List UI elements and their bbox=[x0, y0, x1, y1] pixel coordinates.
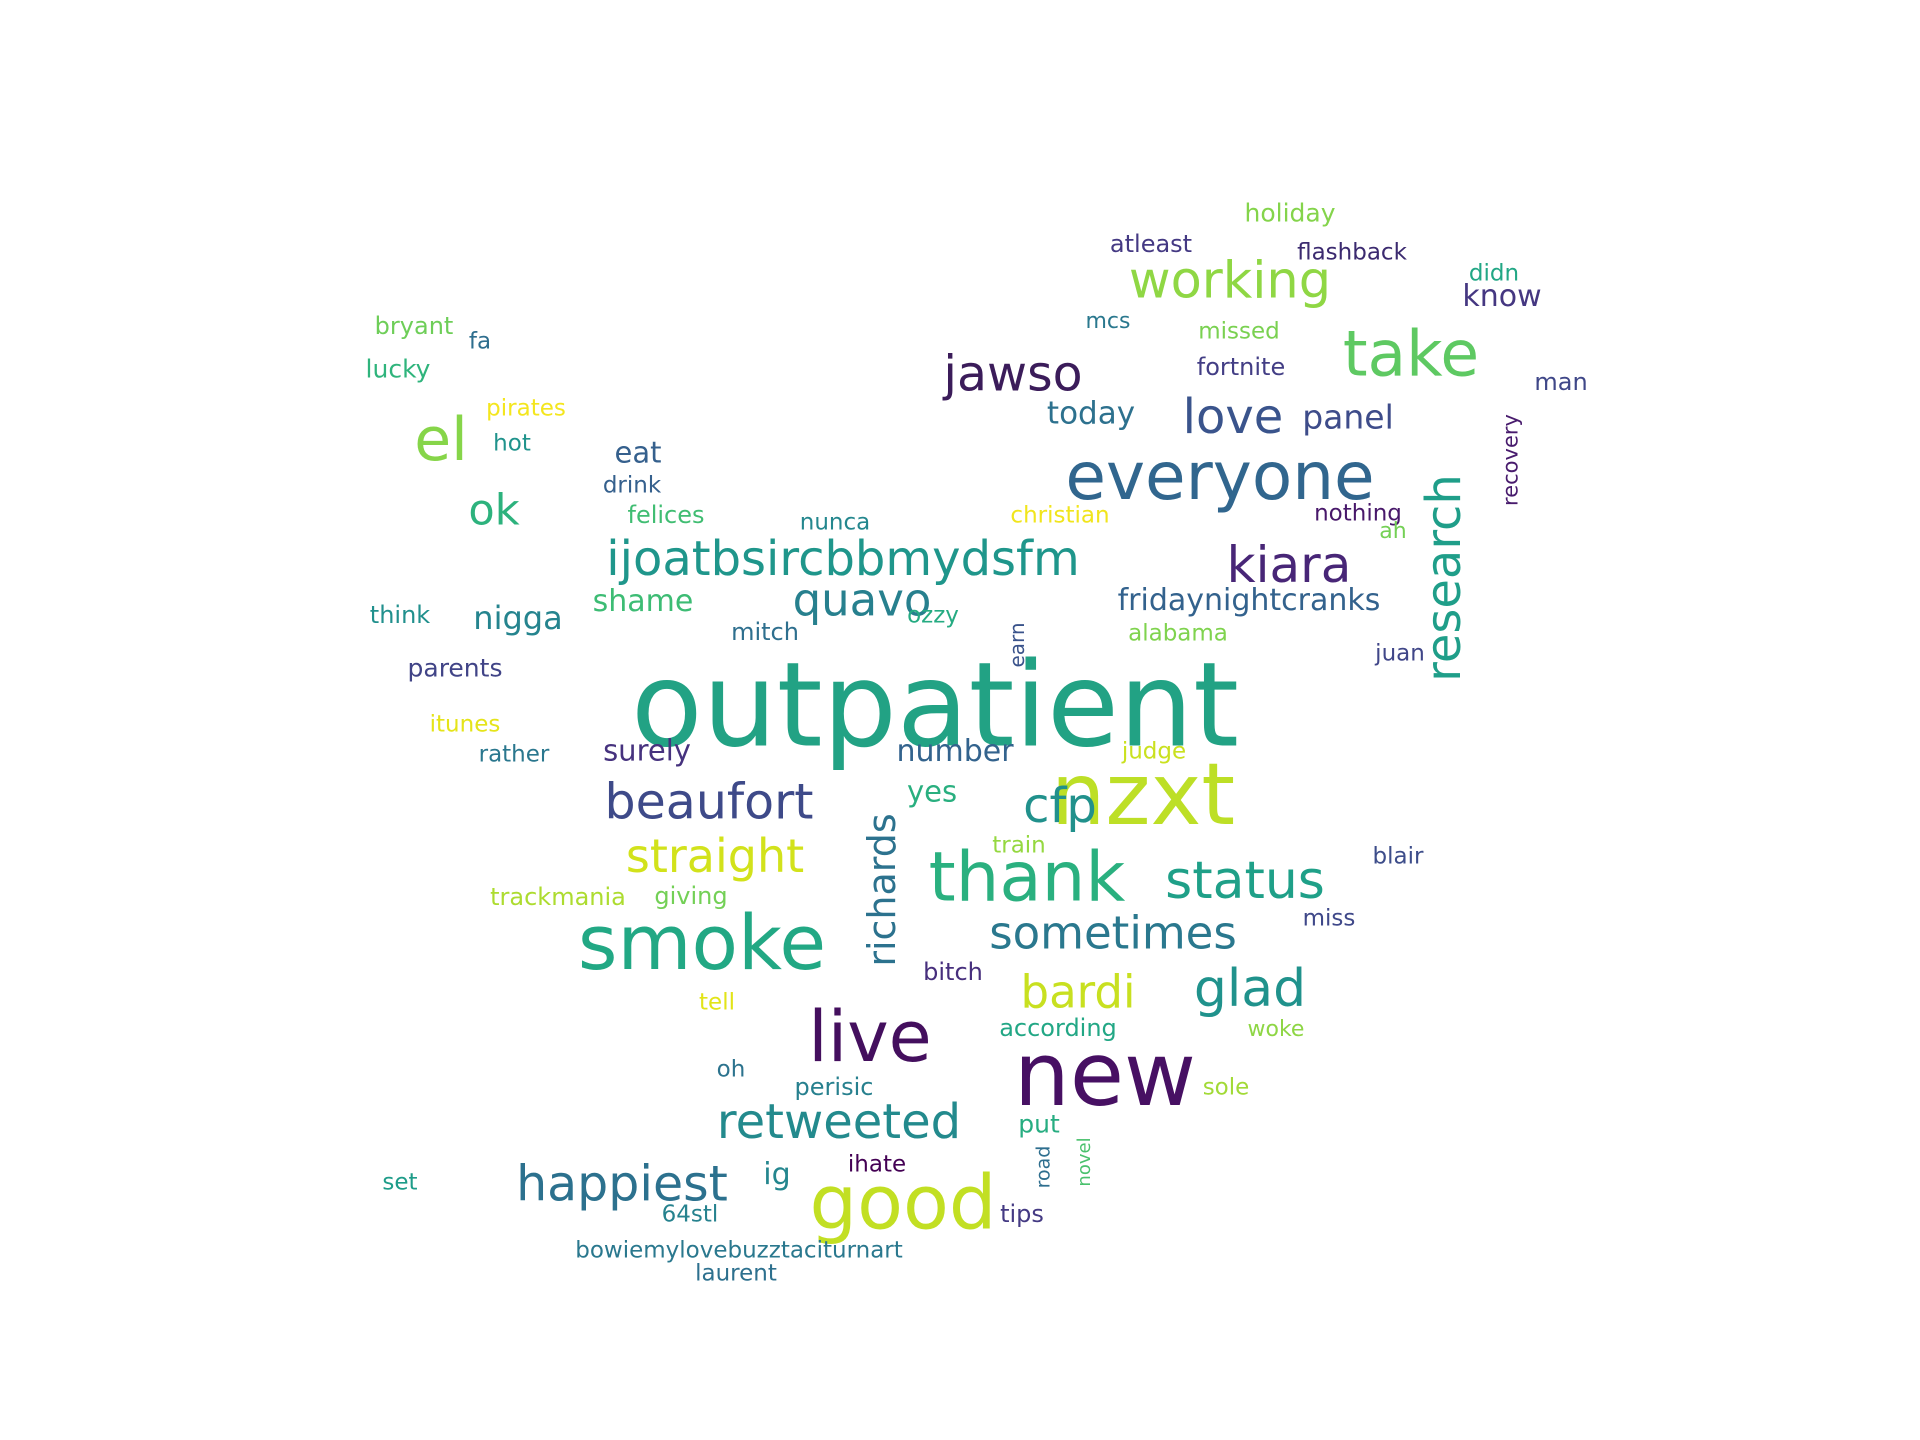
word: retweeted bbox=[716, 1094, 962, 1150]
word: today bbox=[1046, 395, 1136, 432]
word: atleast bbox=[1109, 230, 1193, 258]
word: laurent bbox=[695, 1260, 777, 1287]
word: lucky bbox=[365, 354, 431, 384]
word: sometimes bbox=[989, 906, 1237, 960]
word: judge bbox=[1121, 738, 1187, 765]
word: research bbox=[1416, 474, 1472, 682]
word: kiara bbox=[1226, 536, 1352, 594]
word: love bbox=[1182, 389, 1284, 445]
word: live bbox=[808, 996, 932, 1078]
word: bitch bbox=[923, 958, 983, 986]
word: blair bbox=[1372, 843, 1424, 870]
word: eat bbox=[614, 435, 662, 470]
word: nothing bbox=[1314, 500, 1402, 527]
word: ok bbox=[468, 485, 520, 536]
word: smoke bbox=[577, 898, 827, 987]
word: fa bbox=[468, 328, 492, 355]
word: richards bbox=[860, 813, 904, 967]
word: rather bbox=[478, 741, 550, 768]
word: mcs bbox=[1085, 309, 1131, 334]
word: giving bbox=[654, 882, 728, 910]
word: ihate bbox=[847, 1151, 907, 1178]
word: outpatient bbox=[631, 636, 1239, 774]
word: tell bbox=[699, 989, 735, 1016]
word: tips bbox=[1000, 1200, 1044, 1228]
word: set bbox=[382, 1169, 418, 1196]
word: number bbox=[896, 734, 1014, 769]
word: fortnite bbox=[1196, 353, 1286, 381]
word: christian bbox=[1010, 502, 1110, 529]
word: take bbox=[1342, 317, 1480, 391]
word: working bbox=[1128, 251, 1332, 311]
word: road bbox=[1032, 1145, 1055, 1189]
word: woke bbox=[1247, 1017, 1305, 1042]
word: holiday bbox=[1244, 198, 1336, 228]
word: everyone bbox=[1065, 438, 1375, 515]
word: put bbox=[1018, 1109, 1060, 1139]
word: parents bbox=[407, 653, 503, 683]
word: ijoatbsircbbmydsfm bbox=[606, 531, 1080, 587]
word: glad bbox=[1193, 959, 1307, 1019]
word: miss bbox=[1302, 905, 1356, 932]
word: bowiemylovebuzztaciturnart bbox=[575, 1237, 903, 1264]
word: oh bbox=[716, 1056, 746, 1083]
word: know bbox=[1462, 279, 1542, 314]
word: happiest bbox=[516, 1155, 728, 1213]
word: shame bbox=[592, 584, 694, 619]
word: perisic bbox=[794, 1073, 874, 1101]
word: ig bbox=[763, 1157, 791, 1192]
word: nzxt bbox=[1050, 745, 1236, 845]
word: yes bbox=[906, 774, 958, 809]
word: juan bbox=[1375, 640, 1425, 667]
word: nigga bbox=[473, 599, 563, 637]
word: missed bbox=[1198, 318, 1280, 345]
word: thank bbox=[928, 837, 1126, 918]
word: flashback bbox=[1297, 239, 1407, 266]
word: trackmania bbox=[490, 883, 626, 911]
word: ah bbox=[1379, 519, 1407, 544]
word: new bbox=[1014, 1023, 1196, 1126]
word: ozzy bbox=[907, 602, 959, 629]
word: earn bbox=[1005, 622, 1029, 668]
word: train bbox=[992, 832, 1046, 859]
word: beaufort bbox=[604, 773, 814, 831]
word: didn bbox=[1468, 260, 1520, 287]
word: bardi bbox=[1020, 965, 1136, 1019]
word: quavo bbox=[792, 573, 932, 627]
word: fridaynightcranks bbox=[1117, 583, 1381, 618]
word: 64stl bbox=[661, 1201, 719, 1228]
word: itunes bbox=[429, 711, 501, 738]
word: straight bbox=[625, 829, 805, 883]
word: el bbox=[414, 405, 468, 475]
word: pirates bbox=[486, 395, 566, 422]
word: mitch bbox=[731, 618, 799, 646]
word: hot bbox=[493, 430, 531, 457]
word: think bbox=[369, 601, 431, 629]
word: cfp bbox=[1023, 778, 1097, 834]
word: according bbox=[999, 1014, 1117, 1042]
word: recovery bbox=[1498, 414, 1523, 506]
word: bryant bbox=[374, 312, 454, 340]
word: man bbox=[1534, 368, 1588, 396]
word: sole bbox=[1202, 1074, 1250, 1101]
word: surely bbox=[603, 733, 691, 768]
word: panel bbox=[1302, 397, 1394, 437]
word: drink bbox=[602, 472, 662, 499]
word: jawso bbox=[943, 345, 1083, 403]
word: nunca bbox=[799, 509, 871, 536]
word: alabama bbox=[1128, 620, 1228, 647]
word: good bbox=[809, 1158, 997, 1247]
word: novel bbox=[1074, 1137, 1095, 1187]
word: status bbox=[1165, 851, 1325, 911]
word: felices bbox=[627, 501, 705, 529]
